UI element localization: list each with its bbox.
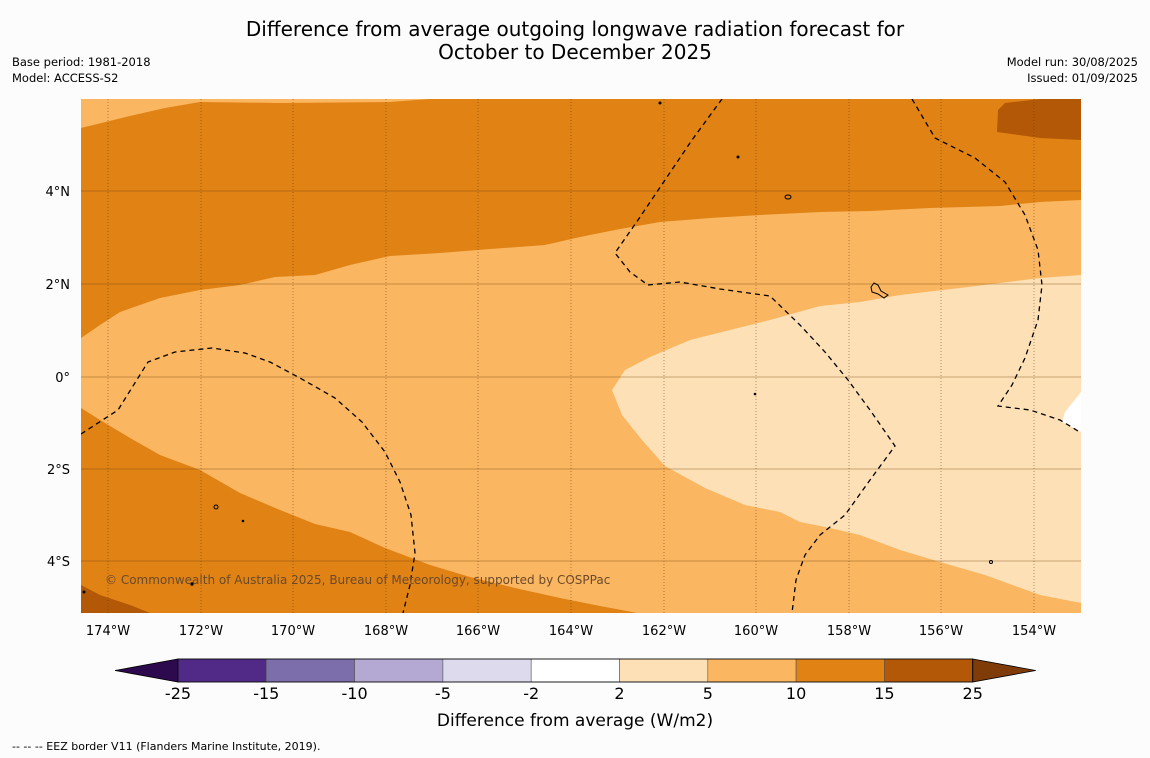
map-fields (81, 99, 1081, 613)
island (213, 504, 219, 510)
colorbar-segment (707, 658, 797, 683)
model-info: Base period: 1981-2018 Model: ACCESS-S2 (12, 54, 151, 86)
island (736, 155, 740, 159)
island (784, 194, 792, 200)
eez-border-left (81, 347, 416, 613)
island (753, 392, 757, 396)
lon-label: 172°W (179, 624, 223, 639)
island (82, 590, 86, 594)
colorbar-segment (442, 658, 532, 683)
colorbar-tick-label: -5 (435, 684, 451, 703)
colorbar-segment (884, 658, 974, 683)
eez-border-right (911, 99, 1079, 432)
lon-label: 158°W (827, 624, 871, 639)
colorbar-tick-label: 25 (963, 684, 983, 703)
copyright-text: © Commonwealth of Australia 2025, Bureau… (105, 573, 610, 587)
eez-legend-note: -- -- -- EEZ border V11 (Flanders Marine… (12, 740, 321, 753)
island (870, 282, 889, 299)
model-name: Model: ACCESS-S2 (12, 71, 119, 85)
lat-label: 2°S (47, 463, 70, 478)
island (241, 519, 245, 523)
band-5-10-top-strip (81, 99, 430, 128)
island (190, 582, 194, 586)
colorbar-tick-label: -10 (342, 684, 368, 703)
eez-border-central (614, 99, 896, 613)
chart-title: Difference from average outgoing longwav… (0, 18, 1150, 64)
lon-label: 164°W (549, 624, 593, 639)
colorbar-tick-label: -2 (523, 684, 539, 703)
lat-label: 4°S (47, 555, 70, 570)
lon-label: 156°W (919, 624, 963, 639)
colorbar-segment (795, 658, 885, 683)
band-minus2-2 (1062, 392, 1081, 432)
colorbar-outline (177, 658, 974, 683)
lat-label: 2°N (46, 278, 71, 293)
lon-label: 154°W (1012, 624, 1056, 639)
lon-label: 174°W (86, 624, 130, 639)
colorbar-segment (177, 658, 267, 683)
lon-label: 170°W (271, 624, 315, 639)
title-line-1: Difference from average outgoing longwav… (245, 17, 905, 41)
colorbar-extend-low (114, 658, 179, 683)
colorbar-tick-label: 2 (614, 684, 624, 703)
colorbar-tick-label: 10 (786, 684, 806, 703)
colorbar-label: Difference from average (W/m2) (437, 711, 713, 731)
latitude-labels: 4°N 2°N 0° 2°S 4°S (46, 185, 71, 570)
model-run: Model run: 30/08/2025 (1006, 55, 1138, 69)
latitude-gridlines (81, 190, 1081, 562)
island (989, 560, 993, 564)
lon-label: 166°W (456, 624, 500, 639)
lon-label: 160°W (734, 624, 778, 639)
colorbar-segment (530, 658, 620, 683)
base-period: Base period: 1981-2018 (12, 55, 151, 69)
colorbar-tick-label: 5 (703, 684, 713, 703)
colorbar-tick-label: 15 (874, 684, 894, 703)
eez-borders (81, 99, 1079, 613)
run-info: Model run: 30/08/2025 Issued: 01/09/2025 (1007, 54, 1138, 86)
longitude-labels: 174°W 172°W 170°W 168°W 166°W 164°W 162°W 160°W… (86, 624, 1056, 639)
colorbar: -25 -15 -10 -5 -2 2 5 10 15 25 (114, 658, 1036, 703)
colorbar-segment (265, 658, 355, 683)
colorbar-segment (619, 658, 709, 683)
title-line-2: October to December 2025 (438, 40, 712, 64)
colorbar-tick-label: -15 (253, 684, 279, 703)
islands (82, 101, 993, 594)
lat-label: 4°N (46, 185, 71, 200)
lon-label: 162°W (642, 624, 686, 639)
island (658, 101, 662, 105)
colorbar-tick-label: -25 (165, 684, 191, 703)
band-15-25-top-right (997, 99, 1081, 140)
colorbar-extend-high (972, 658, 1036, 683)
issued-date: Issued: 01/09/2025 (1027, 71, 1138, 85)
colorbar-segment (354, 658, 444, 683)
band-2-5 (612, 275, 1081, 603)
lon-label: 168°W (364, 624, 408, 639)
lat-label: 0° (55, 371, 70, 386)
band-15-25-bottom-left (81, 585, 150, 613)
